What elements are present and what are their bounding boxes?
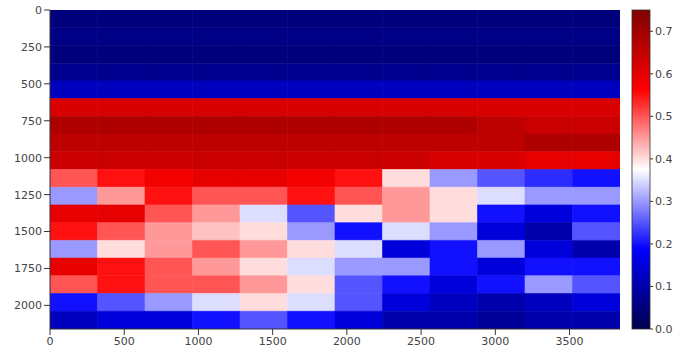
- svg-text:0.3: 0.3: [655, 195, 673, 208]
- svg-text:0.5: 0.5: [655, 110, 673, 123]
- svg-text:1000: 1000: [184, 335, 212, 348]
- svg-text:1500: 1500: [259, 335, 287, 348]
- svg-text:500: 500: [21, 78, 42, 91]
- svg-text:0.4: 0.4: [655, 153, 673, 166]
- svg-text:0.7: 0.7: [655, 25, 673, 38]
- svg-text:1500: 1500: [14, 225, 42, 238]
- svg-text:0: 0: [35, 4, 42, 17]
- svg-text:3000: 3000: [481, 335, 509, 348]
- svg-text:2000: 2000: [333, 335, 361, 348]
- svg-text:500: 500: [114, 335, 135, 348]
- svg-text:2000: 2000: [14, 299, 42, 312]
- svg-text:0: 0: [47, 335, 54, 348]
- svg-text:0.6: 0.6: [655, 68, 673, 81]
- svg-text:250: 250: [21, 41, 42, 54]
- svg-text:750: 750: [21, 115, 42, 128]
- svg-text:0.1: 0.1: [655, 280, 673, 293]
- svg-text:3500: 3500: [556, 335, 584, 348]
- svg-text:1750: 1750: [14, 262, 42, 275]
- svg-text:0.2: 0.2: [655, 238, 673, 251]
- svg-text:1250: 1250: [14, 189, 42, 202]
- svg-text:0.0: 0.0: [655, 323, 673, 336]
- svg-text:1000: 1000: [14, 152, 42, 165]
- svg-text:2500: 2500: [407, 335, 435, 348]
